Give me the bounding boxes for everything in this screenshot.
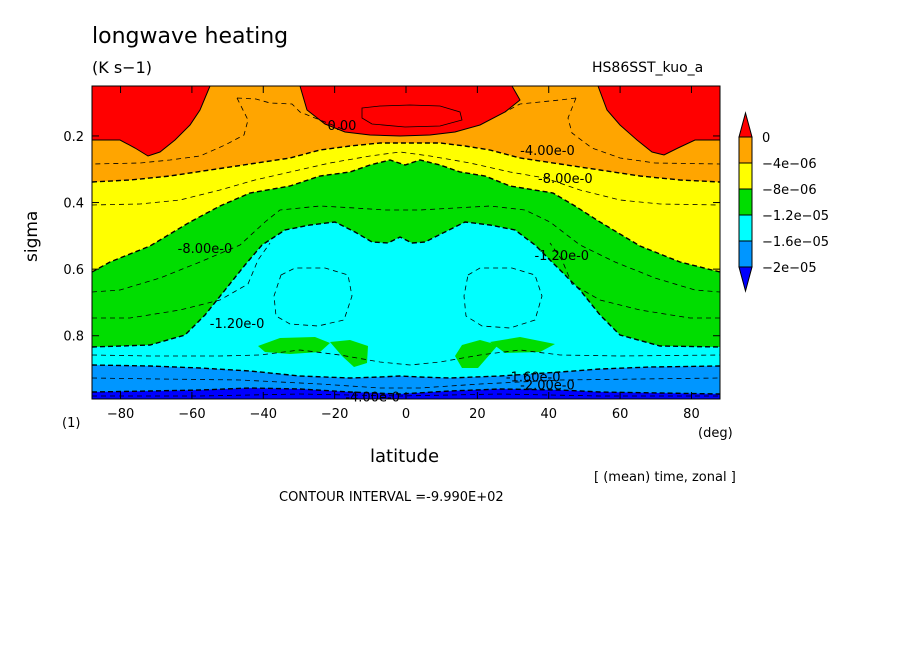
colorbar-label: −4e−06 [762, 157, 817, 172]
contour-interval-label: CONTOUR INTERVAL =-9.990E+02 [279, 490, 504, 505]
axes-layer: −80 −60 −40 −20 0 20 40 60 80 0.2 0.4 0.6 0.8 [63, 86, 720, 422]
minor-contours [92, 97, 720, 397]
y-tick-label: 0.8 [63, 330, 84, 345]
x-tick-label: 0 [402, 407, 410, 422]
colorbar-box [738, 136, 753, 164]
colorbar-label: 0 [762, 131, 770, 146]
x-tick-label: 40 [540, 407, 557, 422]
island-green-2 [330, 340, 368, 367]
contour-label: -4.00e-0 [345, 390, 400, 405]
y-tick-label: 0.6 [63, 263, 84, 278]
band-red-left [92, 86, 210, 156]
band-red-right [598, 86, 720, 155]
colorbar-label: −1.2e−05 [762, 209, 829, 224]
colorbar-box [738, 240, 753, 268]
island-green-1 [258, 337, 330, 354]
x-tick-label: −80 [107, 407, 134, 422]
island-green-3 [455, 340, 498, 368]
contour-label: 0.00 [328, 119, 357, 134]
x-tick-label: −20 [321, 407, 348, 422]
colorbar-box [738, 188, 753, 216]
colorbar-bottom-triangle [738, 266, 753, 293]
colorbar: 0 −4e−06 −8e−06 −1.2e−05 −1.6e−05 −2e−05 [738, 111, 829, 293]
contour-label: -8.00e-0 [538, 172, 593, 187]
colorbar-top-triangle [738, 111, 753, 138]
heatmap-field [92, 86, 720, 399]
colorbar-label: −1.6e−05 [762, 235, 829, 250]
contour-label: -1.60e-0 [506, 370, 561, 385]
contour-label-layer: 0.00 -4.00e-0 -8.00e-0 -8.00e-0 -1.20e-0 -1.2… [178, 119, 593, 405]
contour-label: -1.20e-0 [534, 249, 589, 264]
band-red-center [300, 86, 520, 136]
x-tick-label: 20 [469, 407, 486, 422]
y-tick-label: 0.4 [63, 197, 84, 212]
averaging-label: [ (mean) time, zonal ] [594, 470, 736, 485]
contour-label: -8.00e-0 [178, 242, 233, 257]
run-name-label: HS86SST_kuo_a [592, 60, 704, 76]
contour-label: -1.20e-0 [210, 317, 265, 332]
y-tick-label: 0.2 [63, 130, 84, 145]
chart-title: longwave heating [92, 24, 289, 49]
contour-label: -2.00e-0 [520, 379, 575, 394]
major-contours [92, 86, 720, 395]
units-label: (K s−1) [92, 58, 152, 77]
contour-label: -4.00e-0 [520, 144, 575, 159]
colorbar-label: −2e−05 [762, 261, 817, 276]
x-tick-label: −60 [178, 407, 205, 422]
island-green-4 [490, 337, 555, 353]
x-tick-label: −40 [250, 407, 277, 422]
colorbar-box [738, 162, 753, 190]
x-axis-label: latitude [370, 446, 440, 467]
index-label: (1) [62, 416, 81, 431]
colorbar-label: −8e−06 [762, 183, 817, 198]
x-unit-label: (deg) [698, 426, 733, 441]
x-tick-label: 80 [683, 407, 700, 422]
x-tick-label: 60 [612, 407, 629, 422]
colorbar-box [738, 214, 753, 242]
